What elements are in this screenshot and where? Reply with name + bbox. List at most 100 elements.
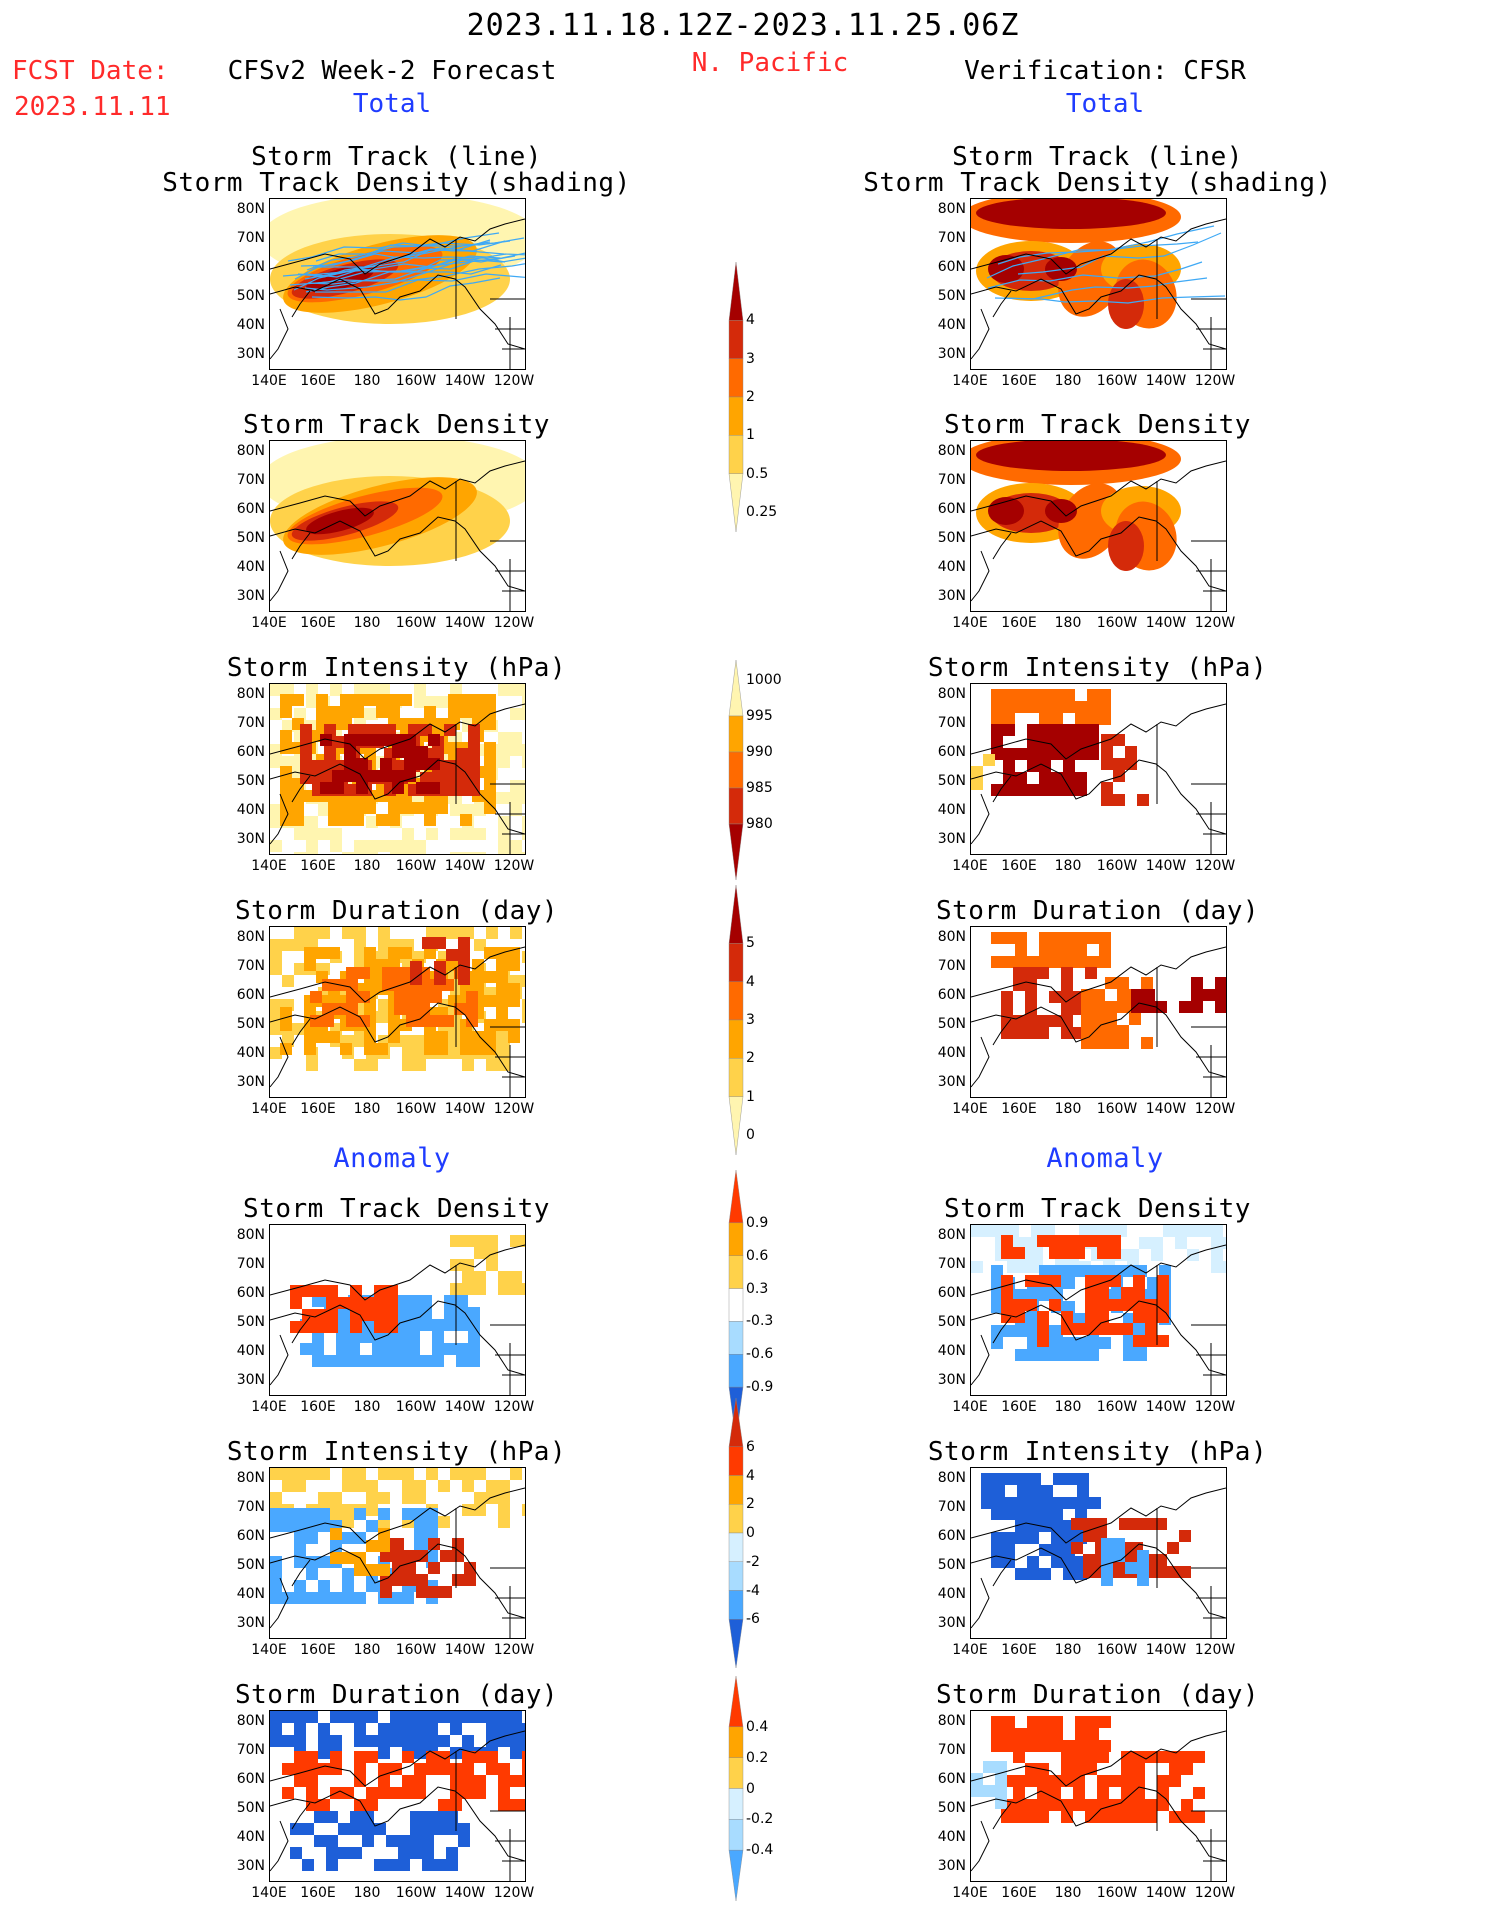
- colorbar-label: 0.4: [746, 1718, 769, 1735]
- shading-cell: [991, 1544, 1003, 1556]
- lon-tick-label: 140W: [444, 1101, 486, 1117]
- shading-cell: [414, 1711, 426, 1723]
- shading-cell: [1025, 1015, 1037, 1027]
- shading-cell: [1027, 1740, 1039, 1752]
- shading-cell: [1063, 736, 1075, 748]
- colorbar-swatch: [728, 1222, 744, 1256]
- shading-cell: [388, 947, 400, 959]
- shading-cell: [402, 1035, 414, 1047]
- shading-cell: [404, 746, 416, 758]
- shading-cell: [1015, 748, 1027, 760]
- lon-tick-label: 120W: [1194, 1885, 1236, 1901]
- shading-cell: [270, 951, 282, 963]
- shading-cell: [498, 1735, 510, 1747]
- shading-cell: [312, 1355, 324, 1367]
- shading-cell: [995, 1761, 1007, 1773]
- shading-cell: [1065, 1497, 1077, 1509]
- map-intensity-anom-forecast: [269, 1467, 526, 1639]
- shading-cell: [508, 959, 520, 971]
- shading-cell: [378, 1763, 390, 1775]
- shading-cell: [366, 852, 378, 854]
- colorbar-swatch: [728, 435, 744, 474]
- shading-cell: [1099, 701, 1111, 713]
- shading-cell: [1013, 1775, 1025, 1787]
- shading-cell: [1143, 1518, 1155, 1530]
- shading-cell: [280, 1043, 292, 1055]
- lon-tick-label: 140W: [1145, 1399, 1187, 1415]
- shading-cell: [464, 1574, 476, 1586]
- lon-tick-label: 120W: [493, 1885, 535, 1901]
- shading-cell: [330, 1492, 342, 1504]
- shading-cell: [402, 1775, 414, 1787]
- storm-track-line: [986, 225, 1215, 279]
- shading-cell: [1111, 1265, 1123, 1277]
- shading-cell: [522, 744, 525, 756]
- lon-tick-label: 160E: [300, 373, 336, 389]
- shading-cell: [1123, 1337, 1135, 1349]
- shading-cell: [376, 706, 388, 718]
- shading-cell: [416, 758, 428, 770]
- shading-cell: [388, 706, 400, 718]
- lat-tick-label: 70N: [236, 715, 265, 731]
- shading-cell: [292, 694, 304, 706]
- shading-cell: [300, 760, 312, 772]
- shading-cell: [1097, 1287, 1109, 1299]
- shading-cell: [408, 724, 420, 736]
- shading-cell: [270, 816, 282, 828]
- shading-cell: [364, 1031, 376, 1043]
- shading-cell: [304, 1031, 316, 1043]
- shading-cell: [1117, 1025, 1129, 1037]
- shading-cell: [468, 1331, 480, 1343]
- shading-cell: [1001, 1287, 1013, 1299]
- shading-cell: [414, 1763, 426, 1775]
- shading-cell: [1061, 1015, 1073, 1027]
- storm-track-line: [306, 237, 525, 271]
- shading-cell: [474, 852, 486, 854]
- shading-cell: [326, 1859, 338, 1871]
- lat-tick-label: 30N: [937, 1372, 966, 1388]
- shading-cell: [1155, 1518, 1167, 1530]
- shading-cell: [270, 1711, 282, 1723]
- shading-cell: [1003, 1544, 1015, 1556]
- shading-cell: [434, 1823, 446, 1835]
- shading-cell: [1051, 748, 1063, 760]
- shading-cell: [1027, 1508, 1039, 1520]
- shading-cell: [398, 1835, 410, 1847]
- shading-cell: [458, 973, 470, 985]
- shading-cell: [522, 1763, 525, 1775]
- storm-track-line: [997, 241, 1199, 265]
- shading-cell: [336, 1319, 348, 1331]
- colorbar-label: 0: [746, 1780, 755, 1797]
- shading-cell: [354, 1508, 366, 1520]
- shading-cell: [342, 1552, 354, 1564]
- shading-cell: [358, 991, 370, 1003]
- shading-cell: [496, 959, 508, 971]
- shading-cell: [1075, 1508, 1087, 1520]
- shading-cell: [414, 1747, 426, 1759]
- coastline: [270, 1244, 525, 1395]
- shading-cell: [1039, 1349, 1051, 1361]
- shading-cell: [332, 770, 344, 782]
- shading-cell: [1099, 713, 1111, 725]
- shading-cell: [416, 1550, 428, 1562]
- colorbar-swatch: [728, 1096, 744, 1155]
- shading-cell: [392, 1574, 404, 1586]
- panel-title: Storm Track (line): [952, 142, 1243, 172]
- shading-cell: [1003, 713, 1015, 725]
- shading-cell: [1077, 1473, 1089, 1485]
- lat-tick-label: 80N: [236, 1227, 265, 1243]
- shading-cell: [510, 744, 522, 756]
- shading-cell: [971, 1261, 983, 1273]
- shading-cell: [462, 1775, 474, 1787]
- shading-cell: [1003, 689, 1015, 701]
- shading-cell: [294, 1751, 306, 1763]
- shading-cell: [1129, 1013, 1141, 1025]
- shading-cell: [366, 1735, 378, 1747]
- shading-cell: [456, 1355, 468, 1367]
- shading-cell: [1193, 1811, 1205, 1823]
- shading-cell: [404, 758, 416, 770]
- shading-cell: [378, 1011, 390, 1023]
- shading-cell: [378, 1775, 390, 1787]
- shading-cell: [1087, 1740, 1099, 1752]
- shading-cell: [1051, 1532, 1063, 1544]
